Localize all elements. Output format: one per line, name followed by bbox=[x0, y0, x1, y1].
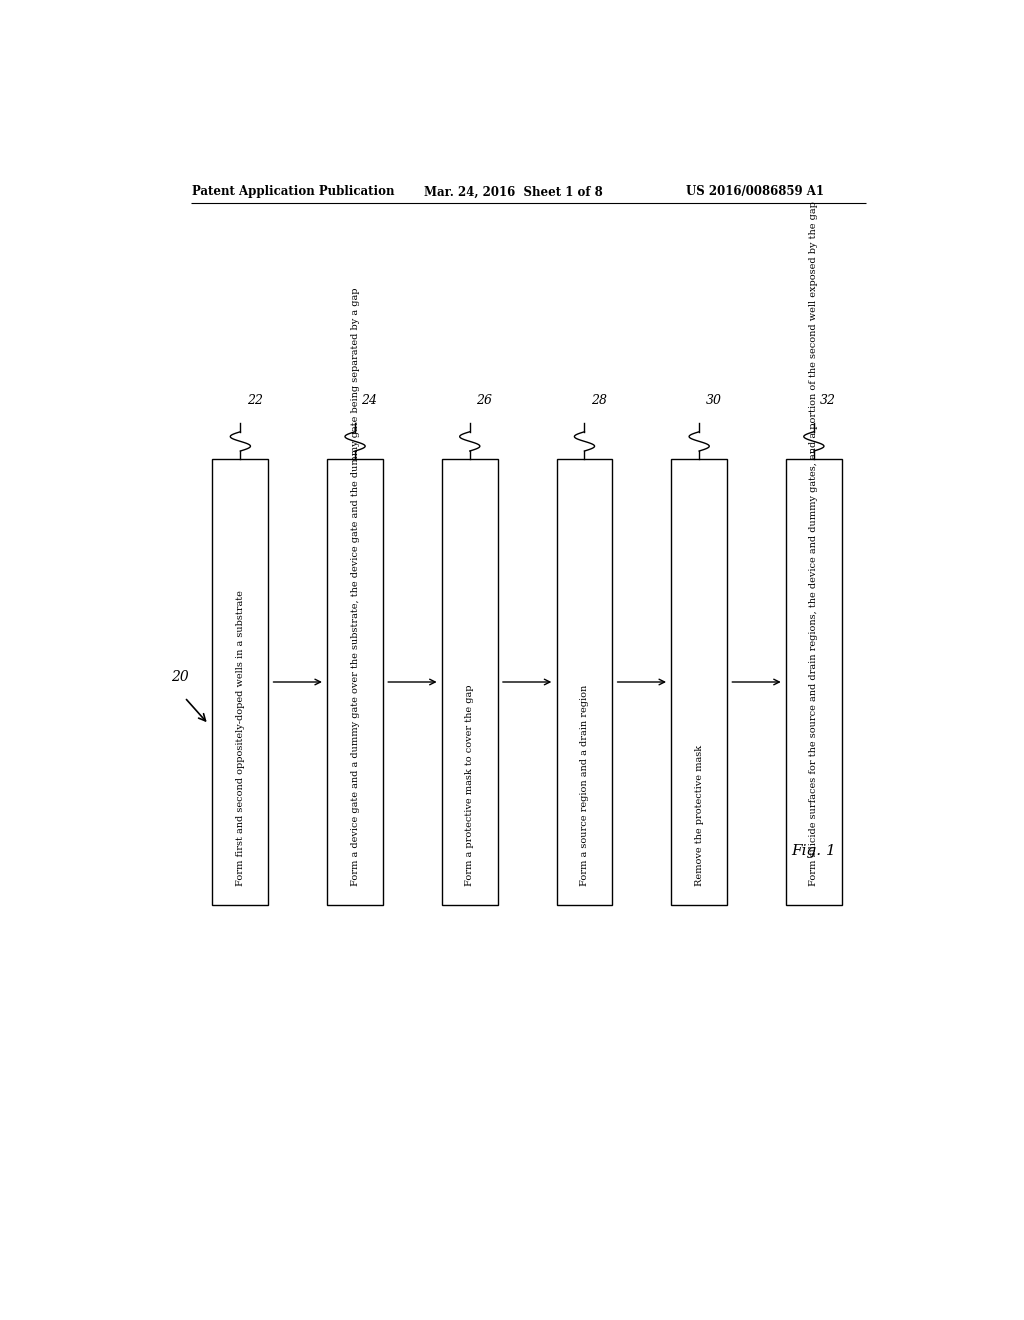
Text: US 2016/0086859 A1: US 2016/0086859 A1 bbox=[686, 185, 824, 198]
Text: Form a source region and a drain region: Form a source region and a drain region bbox=[580, 685, 589, 886]
Text: Remove the protective mask: Remove the protective mask bbox=[694, 744, 703, 886]
Text: Form a protective mask to cover the gap: Form a protective mask to cover the gap bbox=[465, 685, 474, 886]
Text: 26: 26 bbox=[476, 395, 492, 407]
Text: Form first and second oppositely-doped wells in a substrate: Form first and second oppositely-doped w… bbox=[236, 590, 245, 886]
Text: 22: 22 bbox=[247, 395, 262, 407]
Bar bbox=[442, 459, 498, 906]
Text: 32: 32 bbox=[820, 395, 836, 407]
Text: 20: 20 bbox=[171, 671, 188, 684]
Text: Form a device gate and a dummy gate over the substrate, the device gate and the : Form a device gate and a dummy gate over… bbox=[350, 288, 359, 886]
Bar bbox=[212, 459, 268, 906]
Text: 30: 30 bbox=[706, 395, 721, 407]
Text: Patent Application Publication: Patent Application Publication bbox=[191, 185, 394, 198]
Text: 24: 24 bbox=[361, 395, 377, 407]
Text: Mar. 24, 2016  Sheet 1 of 8: Mar. 24, 2016 Sheet 1 of 8 bbox=[424, 185, 603, 198]
Text: Form silicide surfaces for the source and drain regions, the device and dummy ga: Form silicide surfaces for the source an… bbox=[809, 201, 818, 886]
Text: 28: 28 bbox=[591, 395, 606, 407]
Bar bbox=[328, 459, 383, 906]
Bar bbox=[786, 459, 842, 906]
Bar bbox=[672, 459, 727, 906]
Bar bbox=[557, 459, 612, 906]
Text: Fig. 1: Fig. 1 bbox=[792, 845, 837, 858]
